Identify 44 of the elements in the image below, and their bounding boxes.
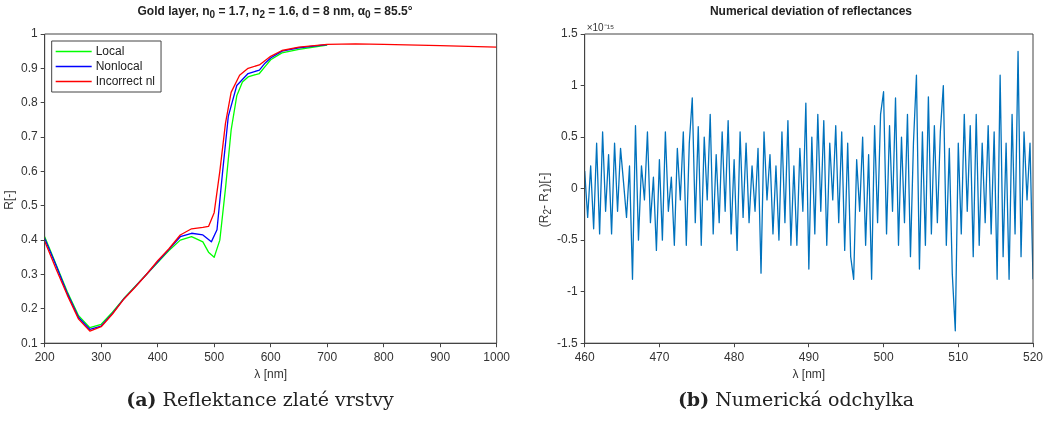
y-tick-label: -1.5 <box>556 335 578 350</box>
x-tick-label: 490 <box>798 349 820 364</box>
x-tick-label: 400 <box>147 349 169 364</box>
y-tick-label: 1 <box>30 26 38 41</box>
y-tick-label: 0.6 <box>20 163 38 178</box>
text: (a) Reflektance zlaté vrstvy <box>125 388 395 410</box>
chart-title: Numerical deviation of reflectances <box>708 4 914 18</box>
x-tick-label: 700 <box>317 349 338 364</box>
x-tick-label: 500 <box>204 349 225 364</box>
legend-label: Incorrect nl <box>95 73 156 88</box>
legend-label: Nonlocal <box>95 58 143 73</box>
y-tick-label: -0.5 <box>556 232 578 247</box>
x-tick-label: 500 <box>873 349 894 364</box>
legend-label: Local <box>95 43 125 58</box>
chart-title: Gold layer, n$_{0}$ = 1.7, n$_{2}$ = 1.6, d = 8 nm, α$_{0}$ = 85.5° <box>136 4 414 21</box>
x-tick-label: 1000 <box>483 349 511 364</box>
x-tick-label: 510 <box>948 349 969 364</box>
x-tick-label: 470 <box>649 349 670 364</box>
y-tick-label: 1 <box>570 77 578 92</box>
y-tick-label: 1.5 <box>560 26 578 41</box>
x-tick-label: 520 <box>1022 349 1044 364</box>
y-tick-label: 0.5 <box>20 198 38 213</box>
y-tick-label: -1 <box>567 283 578 298</box>
text: ×10⁻¹⁵ <box>586 21 615 33</box>
x-axis-title: λ [nm] <box>254 367 287 382</box>
y-axis-title: R[-] <box>2 190 16 210</box>
x-tick-label: 800 <box>373 349 394 364</box>
x-tick-label: 300 <box>91 349 112 364</box>
x-tick-label: 200 <box>34 349 56 364</box>
x-tick-label: 900 <box>430 349 451 364</box>
x-tick-label: 600 <box>260 349 281 364</box>
y-tick-label: 0.3 <box>20 266 38 281</box>
text: (b) Numerická odchylka <box>676 388 916 410</box>
y-tick-label: 0.8 <box>20 95 38 110</box>
y-tick-label: 0.2 <box>20 301 38 316</box>
y-tick-label: 0 <box>570 180 578 195</box>
y-tick-label: 0.7 <box>20 129 38 144</box>
y-tick-label: 0.1 <box>20 335 38 350</box>
x-tick-label: 480 <box>724 349 745 364</box>
y-tick-label: 0.4 <box>20 232 38 247</box>
y-tick-label: 0.9 <box>20 60 38 75</box>
x-tick-label: 460 <box>574 349 596 364</box>
y-tick-label: 0.5 <box>560 129 578 144</box>
x-axis-title: λ [nm] <box>792 367 826 382</box>
